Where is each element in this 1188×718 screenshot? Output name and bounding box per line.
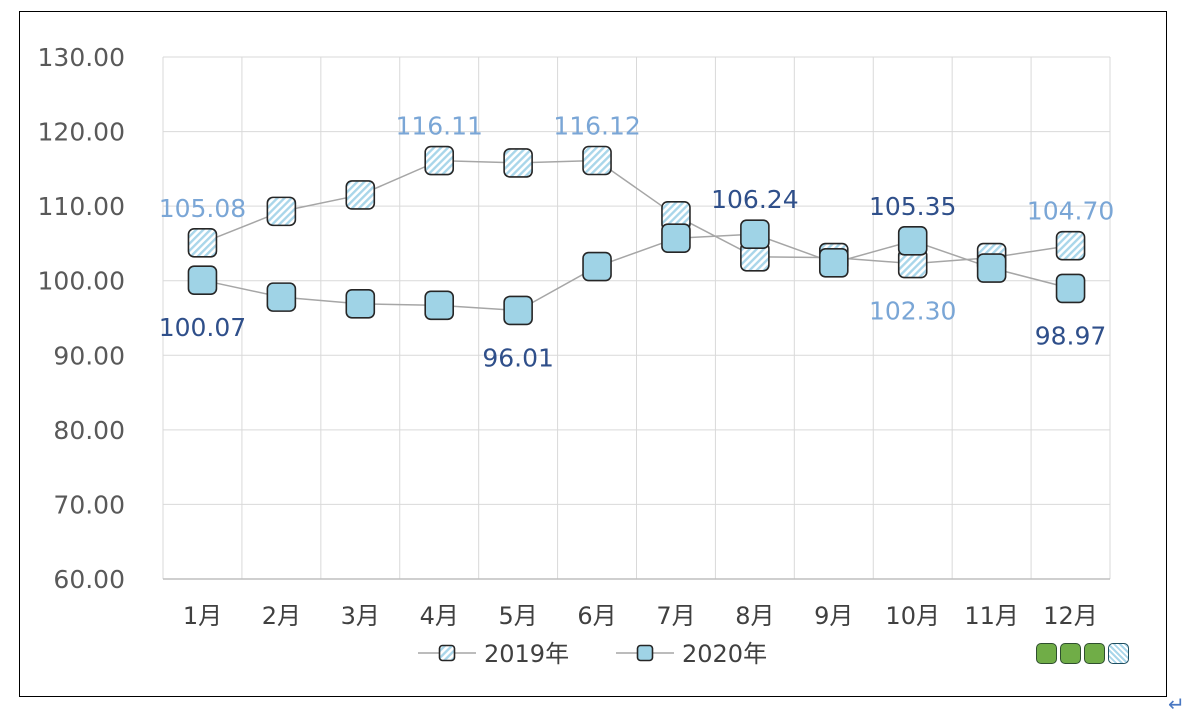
data-point-2 xyxy=(582,251,612,282)
data-label: 116.11 xyxy=(395,112,482,141)
data-point-2 xyxy=(424,290,455,321)
data-label: 105.35 xyxy=(869,192,956,221)
data-label: 105.08 xyxy=(159,194,246,223)
data-label: 102.30 xyxy=(869,297,956,326)
data-label: 116.12 xyxy=(553,112,640,141)
legend-label: 2020年 xyxy=(682,640,767,668)
x-tick-label: 8月 xyxy=(735,602,774,630)
x-tick-label: 3月 xyxy=(341,602,380,630)
corner-mark xyxy=(1036,643,1057,664)
data-point-2 xyxy=(818,248,849,278)
data-label: 98.97 xyxy=(1035,321,1107,350)
data-point-2 xyxy=(740,219,770,249)
y-tick-label: 80.00 xyxy=(53,416,125,445)
data-point-1 xyxy=(187,228,218,258)
y-tick-label: 110.00 xyxy=(38,192,125,221)
data-point-1 xyxy=(345,180,376,210)
x-tick-label: 7月 xyxy=(656,602,695,630)
x-tick-label: 10月 xyxy=(885,602,940,630)
data-point-2 xyxy=(661,223,691,254)
data-point-1 xyxy=(503,148,533,178)
data-point-2 xyxy=(503,295,533,326)
data-point-1 xyxy=(582,145,612,176)
legend-marker xyxy=(438,644,456,662)
y-tick-label: 130.00 xyxy=(38,43,125,72)
corner-mark xyxy=(1108,643,1129,664)
return-glyph: ↵ xyxy=(1168,692,1185,716)
data-point-2 xyxy=(897,226,928,256)
x-tick-label: 4月 xyxy=(420,602,459,630)
chart-frame xyxy=(19,11,1167,697)
x-tick-label: 1月 xyxy=(183,602,222,630)
corner-marks xyxy=(1036,643,1129,664)
legend: 2019年 2020年 xyxy=(418,640,767,668)
data-point-2 xyxy=(976,253,1007,283)
x-tick-label: 6月 xyxy=(577,602,616,630)
x-tick-label: 2月 xyxy=(262,602,301,630)
y-tick-label: 90.00 xyxy=(53,341,125,370)
data-point-1 xyxy=(1055,230,1086,261)
data-label: 96.01 xyxy=(482,343,554,372)
corner-mark xyxy=(1060,643,1081,664)
data-label-layer: 105.08 116.11 116.12 102.30 104.70 100.07 96.0… xyxy=(159,112,1115,373)
data-label: 106.24 xyxy=(711,185,798,214)
data-point-2 xyxy=(1055,273,1086,304)
x-tick-label: 12月 xyxy=(1043,602,1098,630)
legend-label: 2019年 xyxy=(484,640,569,668)
data-point-2 xyxy=(266,282,297,312)
axis-layer: 60.00 70.00 80.00 90.00 100.00 110.00 120.00 13… xyxy=(38,43,1110,630)
y-tick-label: 60.00 xyxy=(53,565,125,594)
data-point-2 xyxy=(345,289,376,319)
corner-mark xyxy=(1084,643,1105,664)
data-point-1 xyxy=(424,145,455,176)
legend-marker xyxy=(636,644,654,662)
y-tick-label: 120.00 xyxy=(38,118,125,147)
data-label: 100.07 xyxy=(159,313,246,342)
x-tick-label: 11月 xyxy=(964,602,1019,630)
data-point-2 xyxy=(187,265,218,295)
x-tick-label: 5月 xyxy=(498,602,537,630)
grid-layer xyxy=(162,56,1111,579)
y-tick-label: 100.00 xyxy=(38,267,125,296)
data-label: 104.70 xyxy=(1027,197,1114,226)
x-tick-label: 9月 xyxy=(814,602,853,630)
y-tick-label: 70.00 xyxy=(53,490,125,519)
data-point-1 xyxy=(266,196,297,227)
series-layer xyxy=(187,145,1086,326)
